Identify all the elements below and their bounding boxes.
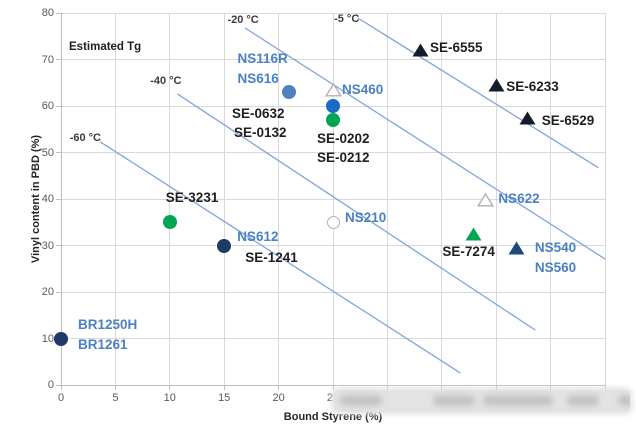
data-point-marker	[326, 215, 340, 229]
y-axis-line	[61, 13, 62, 386]
y-tickmark	[56, 105, 61, 107]
y-tick-label: 50	[41, 146, 54, 159]
y-tick-label: 40	[41, 193, 54, 205]
data-point-label: SE-6555	[430, 40, 483, 56]
x-tickmark	[441, 385, 443, 390]
tg-isoline-label: -20 °C	[227, 13, 259, 26]
y-tick-label: 60	[41, 100, 54, 112]
data-point-label: BR1261	[78, 336, 128, 352]
y-tickmark	[56, 384, 61, 386]
data-point-label: BR1250H	[78, 316, 138, 332]
x-tickmark	[223, 385, 225, 390]
redaction-blur-strip	[334, 390, 630, 412]
redaction-smudge	[433, 395, 475, 406]
data-point-label: SE-0132	[234, 125, 287, 140]
data-point-marker	[476, 192, 494, 207]
y-tick-label: 10	[41, 332, 54, 345]
data-point-marker	[326, 99, 340, 113]
x-axis-title: Bound Styrene (%)	[283, 411, 383, 423]
data-point-label: SE-0212	[317, 149, 370, 165]
data-point-marker	[162, 215, 177, 230]
y-tickmark	[56, 198, 61, 200]
y-axis-title: Vinyl content in PBD (%)	[30, 134, 42, 264]
x-axis-line	[61, 385, 606, 386]
x-tick-label: 10	[163, 392, 176, 404]
gridline-horizontal	[61, 338, 605, 339]
data-point-label: NS116R	[237, 51, 288, 67]
x-tickmark	[550, 385, 552, 390]
x-tick-label: 15	[218, 392, 231, 404]
redaction-smudge	[340, 395, 382, 406]
x-tickmark	[60, 385, 62, 390]
y-tickmark	[56, 291, 61, 293]
data-point-marker	[508, 241, 525, 255]
y-tick-label: 0	[47, 379, 54, 391]
redaction-smudge	[483, 395, 553, 406]
y-tick-label: 20	[41, 286, 54, 298]
estimated-tg-annotation: Estimated Tg	[69, 41, 142, 53]
data-point-label: NS540	[534, 239, 577, 255]
data-point-label: SE-0202	[317, 130, 370, 146]
data-point-marker	[217, 238, 232, 253]
data-point-marker	[54, 331, 68, 346]
x-tickmark	[114, 385, 116, 390]
y-tick-label: 30	[41, 239, 54, 252]
y-tickmark	[56, 245, 61, 246]
gridline-horizontal	[61, 291, 605, 293]
data-point-label: SE-0632	[232, 106, 285, 121]
x-tickmark	[278, 385, 280, 390]
x-tickmark	[604, 385, 606, 390]
data-point-marker	[412, 43, 429, 57]
data-point-label: NS460	[342, 81, 384, 97]
tg-isoline-label: -40 °C	[150, 74, 182, 87]
x-tickmark	[332, 385, 334, 390]
data-point-label: NS210	[345, 210, 387, 226]
gridline-horizontal	[61, 59, 605, 60]
data-point-marker	[465, 227, 482, 241]
y-tickmark	[56, 59, 61, 60]
x-tickmark	[386, 385, 388, 390]
data-point-marker	[324, 82, 342, 97]
data-point-label: SE-7274	[442, 243, 495, 259]
data-point-marker	[326, 112, 340, 127]
data-point-label: SE-6529	[541, 112, 595, 128]
x-tickmark	[169, 385, 171, 390]
y-tick-label: 70	[41, 53, 54, 66]
data-point-label: NS616	[237, 71, 279, 87]
redaction-smudge	[567, 395, 599, 406]
y-tickmark	[56, 12, 61, 14]
data-point-marker	[488, 78, 505, 92]
data-point-label: SE-1241	[245, 249, 298, 265]
redaction-smudge	[618, 395, 630, 406]
tg-isoline-label: -5 °C	[334, 13, 360, 25]
data-point-label: NS612	[237, 228, 279, 244]
data-point-label: NS622	[498, 190, 540, 206]
x-tick-label: 0	[57, 392, 65, 404]
data-point-marker	[282, 85, 297, 100]
gridline-horizontal	[61, 12, 605, 14]
x-tick-label: 20	[272, 392, 285, 404]
data-point-label: NS560	[534, 259, 577, 275]
y-tick-label: 80	[41, 7, 54, 19]
tg-isoline-label: -60 °C	[69, 132, 102, 145]
data-point-marker	[519, 111, 536, 125]
data-point-label: SE-3231	[165, 190, 219, 206]
x-tickmark	[495, 385, 497, 390]
y-tickmark	[56, 152, 61, 153]
x-tick-label: 5	[112, 392, 119, 404]
data-point-label: SE-6233	[506, 79, 559, 95]
